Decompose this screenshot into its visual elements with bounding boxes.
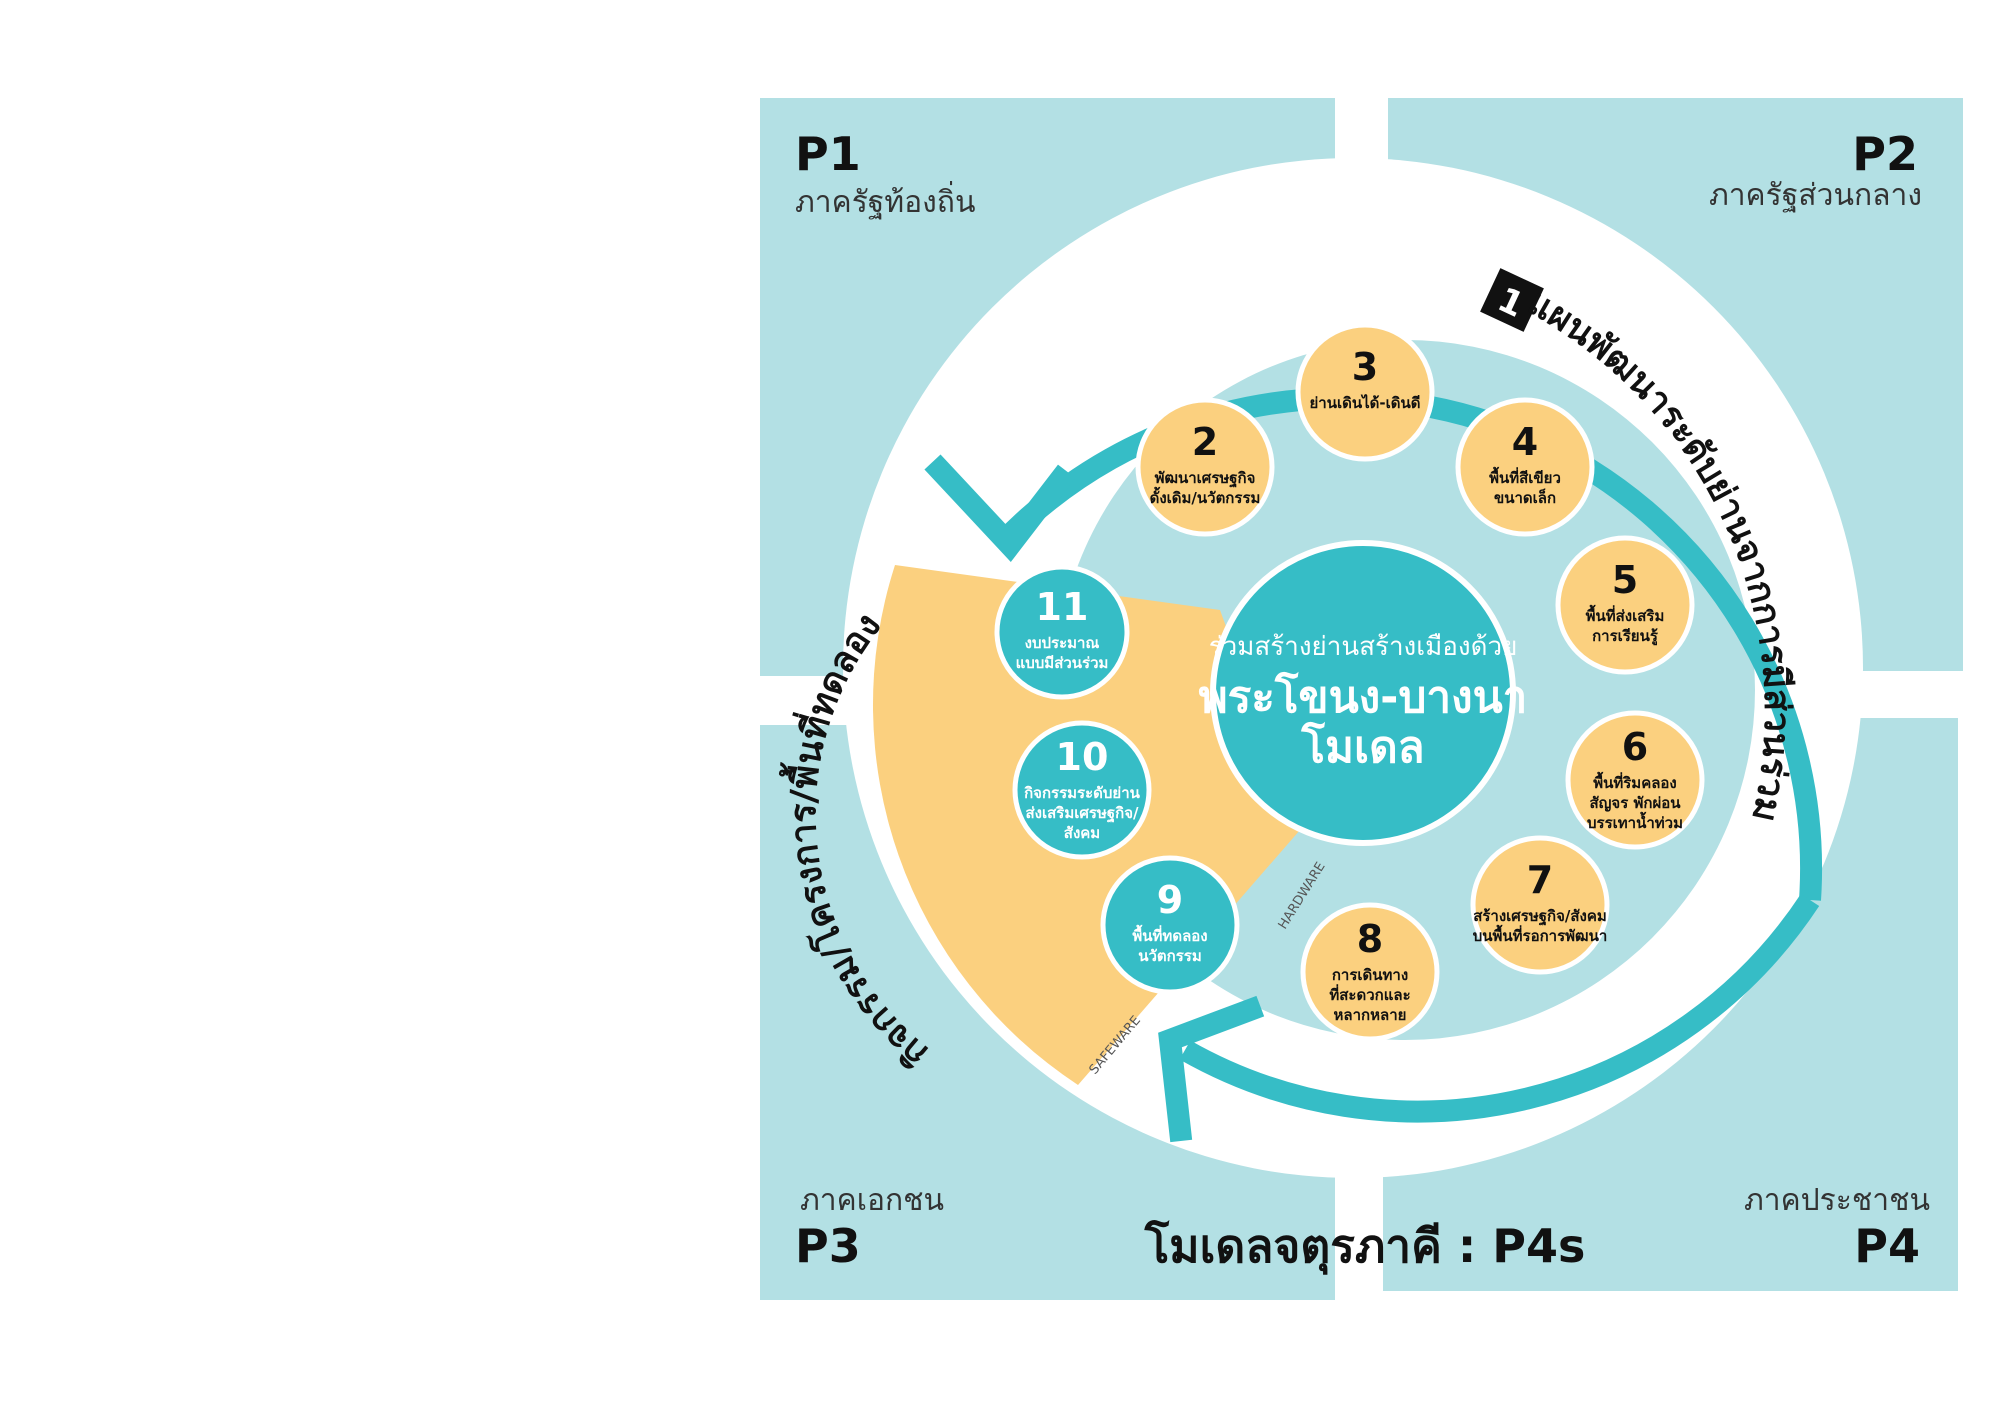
arrow-arc-bottom	[1179, 893, 1820, 1123]
yellow-node-circle	[1295, 322, 1435, 462]
yellow-node-label: การเดินทาง	[1332, 966, 1408, 984]
yellow-node-circle	[1555, 535, 1695, 675]
teal-node-label: งบประมาณ	[1025, 634, 1100, 652]
teal-node-circle	[1100, 855, 1240, 995]
arrow-head-bottom	[1158, 995, 1265, 1143]
yellow-node-number: 7	[1527, 858, 1553, 902]
teal-node-label: พื้นที่ทดลอง	[1132, 924, 1207, 945]
p2-code: P2	[1852, 127, 1918, 181]
yellow-node-number: 3	[1352, 345, 1378, 389]
p1-code: P1	[795, 127, 861, 181]
teal-node-label: ส่งเสริมเศรษฐกิจ/	[1026, 804, 1139, 823]
yellow-node-number: 2	[1192, 420, 1218, 464]
model-caption: โมเดลจตุรภาคี : P4s	[1144, 1219, 1586, 1275]
plan-badge: 1	[1480, 268, 1544, 332]
yellow-node-label: พื้นที่สีเขียว	[1489, 466, 1561, 487]
yellow-node-number: 4	[1512, 420, 1538, 464]
plan-badge-box	[1480, 268, 1544, 332]
yellow-node-number: 6	[1622, 725, 1648, 769]
p2-label: ภาครัฐส่วนกลาง	[1709, 178, 1922, 213]
yellow-node-label: พื้นที่ส่งเสริม	[1586, 604, 1665, 625]
center-line-3: โมเดล	[1300, 720, 1424, 773]
yellow-node-label: หลากหลาย	[1334, 1006, 1407, 1024]
center-circle	[1210, 540, 1516, 846]
center-line-1: ร่วมสร้างย่านสร้างเมืองด้วย	[1209, 632, 1518, 662]
p4-label: ภาคประชาชน	[1744, 1183, 1930, 1218]
teal-node-label: นวัตกรรม	[1138, 947, 1202, 965]
yellow-node-circle	[1455, 397, 1595, 537]
yellow-node-label: พัฒนาเศรษฐกิจ	[1155, 469, 1256, 488]
p1-label: ภาครัฐท้องถิ่น	[795, 181, 975, 220]
teal-node-number: 11	[1036, 585, 1089, 629]
yellow-node-label: ขนาดเล็ก	[1494, 488, 1556, 507]
yellow-node-label: พื้นที่ริมคลอง	[1593, 771, 1677, 792]
teal-node-label: กิจกรรมระดับย่าน	[1024, 784, 1141, 802]
yellow-node-circle	[1470, 835, 1610, 975]
yellow-node-label: ดั้งเดิม/นวัตกรรม	[1150, 486, 1261, 507]
p4-code: P4	[1854, 1219, 1920, 1273]
yellow-node-label: สร้างเศรษฐกิจ/สังคม	[1473, 907, 1607, 926]
yellow-node-circle	[1300, 902, 1440, 1042]
yellow-node-number: 5	[1612, 558, 1638, 602]
p3-code: P3	[795, 1219, 861, 1273]
teal-node-number: 9	[1157, 878, 1183, 922]
yellow-node-circle	[1565, 710, 1705, 850]
p3-label: ภาคเอกชน	[800, 1183, 944, 1218]
center-line-2: พระโขนง-บางนา	[1199, 670, 1528, 723]
yellow-node-label: บนพื้นที่รอการพัฒนา	[1473, 924, 1608, 945]
teal-node-label: สังคม	[1064, 824, 1100, 842]
yellow-node-label: การเรียนรู้	[1592, 627, 1659, 646]
yellow-node-2: 2 พัฒนาเศรษฐกิจดั้งเดิม/นวัตกรรม	[1135, 397, 1275, 537]
yellow-node-number: 8	[1357, 917, 1383, 961]
teal-node-number: 10	[1056, 735, 1109, 779]
yellow-node-circle	[1135, 397, 1275, 537]
yellow-node-label: ที่สะดวกและ	[1329, 984, 1410, 1004]
teal-node-label: แบบมีส่วนร่วม	[1016, 654, 1109, 672]
yellow-node-label: ย่านเดินได้-เดินดี	[1310, 393, 1421, 412]
yellow-node-3: 3 ย่านเดินได้-เดินดี	[1295, 322, 1435, 462]
center-core: ร่วมสร้างย่านสร้างเมืองด้วย พระโขนง-บางน…	[1199, 540, 1528, 846]
yellow-node-group: 2 พัฒนาเศรษฐกิจดั้งเดิม/นวัตกรรม 3 ย่านเดิน…	[1135, 322, 1705, 1042]
yellow-node-label: บรรเทาน้ำท่วม	[1587, 811, 1683, 832]
teal-node-circle	[1012, 720, 1152, 860]
yellow-node-label: สัญจร พักผ่อน	[1589, 794, 1681, 812]
arrow-head-left	[924, 454, 1076, 562]
teal-node-circle	[994, 564, 1130, 700]
teal-node-10: 10 กิจกรรมระดับย่านส่งเสริมเศรษฐกิจ/สังคม	[1012, 720, 1152, 860]
